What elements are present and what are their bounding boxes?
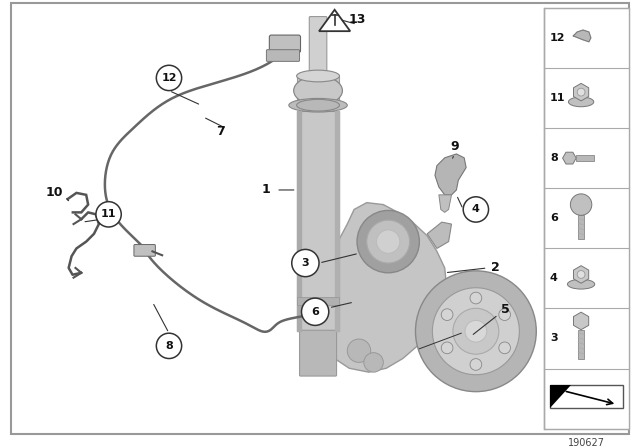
Circle shape	[499, 342, 511, 354]
Circle shape	[499, 309, 511, 320]
Text: 6: 6	[311, 307, 319, 317]
Circle shape	[465, 320, 487, 342]
FancyBboxPatch shape	[269, 35, 301, 52]
Polygon shape	[563, 152, 576, 164]
FancyBboxPatch shape	[576, 155, 594, 161]
FancyBboxPatch shape	[550, 385, 623, 408]
Circle shape	[470, 358, 482, 370]
Circle shape	[433, 288, 520, 375]
Circle shape	[156, 65, 182, 90]
FancyBboxPatch shape	[578, 330, 584, 359]
Text: 3: 3	[550, 333, 557, 344]
Circle shape	[463, 197, 488, 222]
Circle shape	[348, 339, 371, 362]
Ellipse shape	[568, 280, 595, 289]
Circle shape	[357, 211, 419, 273]
Circle shape	[376, 230, 400, 253]
Text: 12: 12	[550, 33, 565, 43]
Circle shape	[415, 271, 536, 392]
Polygon shape	[550, 385, 572, 408]
FancyBboxPatch shape	[544, 8, 629, 429]
Text: 11: 11	[101, 209, 116, 220]
Polygon shape	[573, 83, 589, 101]
Circle shape	[577, 88, 585, 96]
Ellipse shape	[296, 99, 339, 111]
Text: 9: 9	[450, 140, 459, 153]
Text: 4: 4	[550, 273, 558, 283]
Text: 4: 4	[472, 204, 480, 215]
Ellipse shape	[289, 99, 348, 112]
Text: 2: 2	[491, 262, 500, 275]
Ellipse shape	[568, 97, 594, 107]
Circle shape	[301, 298, 329, 325]
Text: 5: 5	[500, 303, 509, 316]
Polygon shape	[320, 202, 447, 372]
Text: 13: 13	[348, 13, 365, 26]
Text: 8: 8	[165, 341, 173, 351]
Ellipse shape	[294, 76, 342, 105]
FancyBboxPatch shape	[296, 297, 339, 305]
Polygon shape	[319, 10, 350, 31]
Circle shape	[570, 194, 592, 215]
Circle shape	[292, 250, 319, 277]
Polygon shape	[427, 222, 452, 249]
Circle shape	[577, 271, 585, 278]
Text: 11: 11	[550, 93, 565, 103]
FancyBboxPatch shape	[266, 50, 300, 61]
FancyBboxPatch shape	[134, 245, 156, 256]
Text: 7: 7	[216, 125, 225, 138]
FancyBboxPatch shape	[296, 76, 339, 105]
FancyBboxPatch shape	[300, 330, 337, 376]
Text: 3: 3	[301, 258, 309, 268]
Circle shape	[441, 309, 453, 320]
Circle shape	[364, 353, 383, 372]
Text: 6: 6	[550, 213, 558, 223]
Circle shape	[441, 342, 453, 354]
Text: 10: 10	[45, 186, 63, 199]
Circle shape	[453, 308, 499, 354]
Circle shape	[156, 333, 182, 358]
Text: 12: 12	[161, 73, 177, 83]
Polygon shape	[573, 30, 591, 42]
Circle shape	[96, 202, 121, 227]
Text: 8: 8	[550, 153, 557, 163]
Polygon shape	[573, 312, 589, 330]
Circle shape	[470, 292, 482, 304]
Polygon shape	[435, 154, 466, 195]
Text: 1: 1	[262, 184, 271, 197]
Ellipse shape	[296, 70, 339, 82]
Polygon shape	[439, 195, 452, 212]
FancyBboxPatch shape	[309, 17, 327, 77]
FancyBboxPatch shape	[578, 215, 584, 239]
Circle shape	[367, 220, 410, 263]
FancyBboxPatch shape	[11, 3, 629, 434]
Text: 190627: 190627	[568, 439, 605, 448]
FancyBboxPatch shape	[296, 111, 339, 331]
Polygon shape	[573, 266, 589, 283]
